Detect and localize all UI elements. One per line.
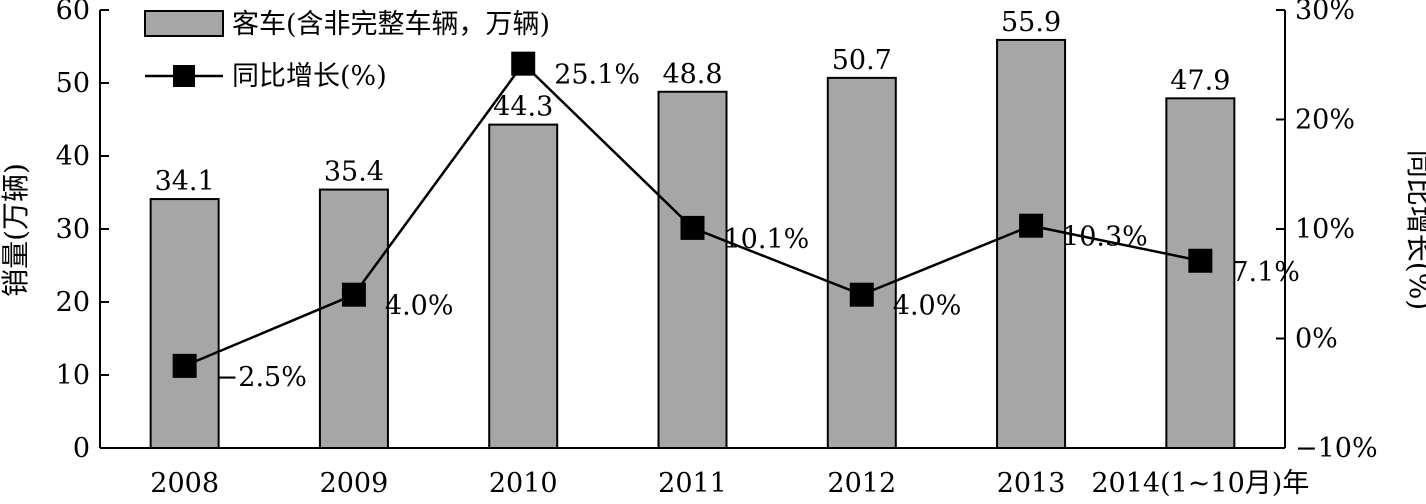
bar-value-label: 34.1	[155, 166, 215, 197]
bar	[996, 38, 1067, 450]
ticks-layer: 0 10 20 30 40 50 60 −10% 0% 10% 20% 30% 2008 2009 2010…	[56, 0, 1378, 499]
x-tick-label: 2010	[489, 468, 558, 499]
legend-line-label: 同比增长(%)	[232, 61, 387, 92]
bar	[149, 198, 220, 449]
growth-point	[511, 51, 536, 76]
growth-point	[341, 282, 366, 307]
x-tick-label: 2008	[150, 468, 219, 499]
bar-value-label: 48.8	[662, 59, 722, 90]
growth-value-label: 10.3%	[1062, 222, 1148, 253]
growth-value-label: 4.0%	[893, 291, 962, 322]
bar-value-label: 55.9	[1001, 7, 1061, 38]
growth-line-layer: −2.5% 4.0% 25.1% 10.1% 4.0% 10.3% 7.1%	[172, 51, 1300, 393]
growth-point	[1019, 213, 1044, 238]
bar-value-label: 35.4	[324, 157, 384, 188]
y-axis-label: 销量(万辆)	[0, 163, 32, 297]
growth-point	[849, 282, 874, 307]
y-tick-label: 50	[56, 68, 90, 99]
y-tick-label: 40	[56, 141, 90, 172]
bar	[826, 76, 897, 449]
y-tick-label: 30	[56, 214, 90, 245]
bar	[318, 188, 389, 450]
y-tick-label: 10	[56, 360, 90, 391]
legend-bar-label: 客车(含非完整车辆，万辆)	[232, 9, 550, 40]
growth-value-label: 7.1%	[1231, 257, 1300, 288]
growth-point	[172, 353, 197, 378]
growth-value-label: 4.0%	[385, 291, 454, 322]
legend-line-marker	[173, 65, 195, 87]
y2-axis-label: 同比增长(%)	[1403, 150, 1426, 310]
growth-point	[680, 215, 705, 240]
y2-tick-label: 30%	[1295, 0, 1355, 26]
bars-layer: 34.1 35.4 44.3 48.8 50.7 55.9 47.9	[149, 7, 1236, 450]
x-tick-label: 2014(1~10月)年	[1091, 468, 1309, 499]
bar-value-label: 44.3	[493, 92, 553, 123]
y2-tick-label: −10%	[1295, 433, 1378, 464]
bar	[488, 123, 559, 450]
x-tick-label: 2011	[658, 468, 727, 499]
growth-value-label: 10.1%	[724, 224, 810, 255]
y2-tick-label: 20%	[1295, 105, 1355, 136]
y2-tick-label: 10%	[1295, 214, 1355, 245]
x-tick-label: 2009	[320, 468, 389, 499]
bar	[1165, 97, 1236, 450]
y-tick-label: 0	[73, 433, 90, 464]
growth-point	[1188, 248, 1213, 273]
legend: 客车(含非完整车辆，万辆) 同比增长(%)	[144, 9, 550, 92]
bar-value-label: 47.9	[1170, 65, 1230, 96]
growth-value-label: 25.1%	[554, 60, 640, 91]
legend-bar-swatch	[144, 10, 224, 37]
bar	[657, 90, 728, 449]
y-tick-label: 20	[56, 287, 90, 318]
growth-value-label: −2.5%	[216, 362, 307, 393]
y-tick-label: 60	[56, 0, 90, 26]
x-tick-label: 2012	[827, 468, 896, 499]
y2-tick-label: 0%	[1295, 324, 1338, 355]
x-tick-label: 2013	[997, 468, 1066, 499]
bar-value-label: 50.7	[832, 45, 892, 76]
